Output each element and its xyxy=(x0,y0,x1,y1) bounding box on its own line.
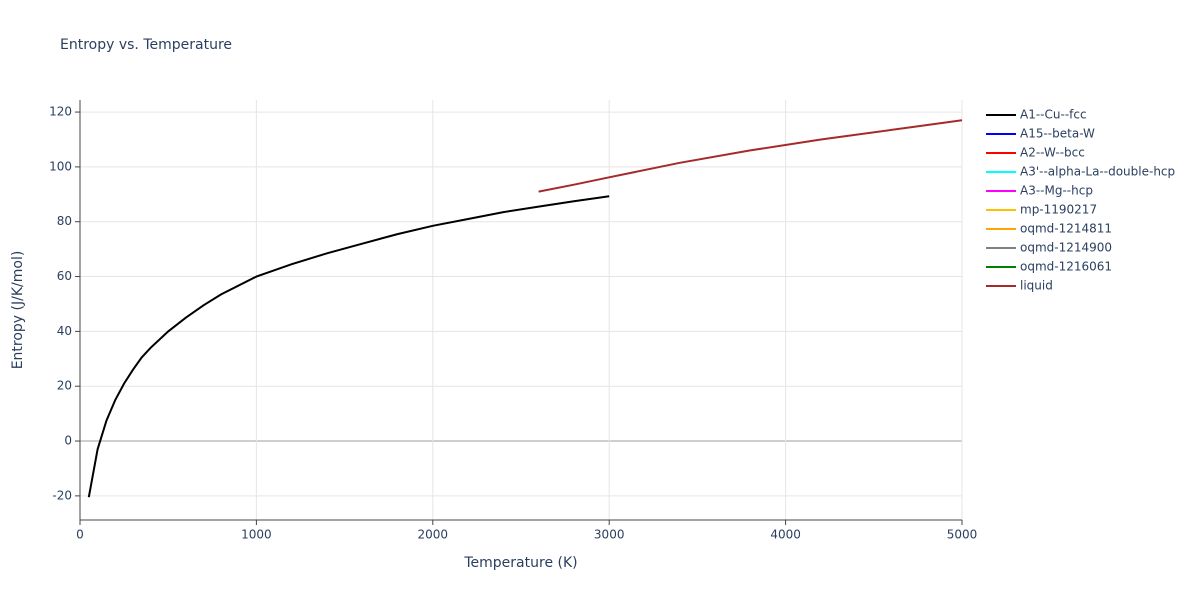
x-tick-label: 0 xyxy=(76,528,84,542)
series-line xyxy=(87,195,610,498)
y-tick-label: 0 xyxy=(64,434,72,448)
legend-label: oqmd-1216061 xyxy=(1020,260,1112,274)
series-line xyxy=(538,119,963,193)
legend-label: A2--W--bcc xyxy=(1020,146,1085,160)
legend-label: A1--Cu--fcc xyxy=(1020,108,1087,122)
y-tick-label: 120 xyxy=(49,105,72,119)
y-tick-label: -20 xyxy=(52,488,72,502)
x-axis-title: Temperature (K) xyxy=(463,555,577,571)
x-tick-label: 4000 xyxy=(770,528,801,542)
legend-label: oqmd-1214811 xyxy=(1020,222,1112,236)
legend-label: mp-1190217 xyxy=(1020,203,1097,217)
x-tick-label: 2000 xyxy=(418,528,449,542)
legend-label: liquid xyxy=(1020,279,1053,293)
chart-title: Entropy vs. Temperature xyxy=(60,37,232,53)
y-tick-label: 60 xyxy=(57,269,72,283)
y-tick-label: 100 xyxy=(49,159,72,173)
legend-label: A15--beta-W xyxy=(1020,127,1095,141)
y-tick-label: 40 xyxy=(57,324,72,338)
legend-label: A3'--alpha-La--double-hcp xyxy=(1020,165,1175,179)
x-tick-label: 1000 xyxy=(241,528,272,542)
y-tick-label: 20 xyxy=(57,379,72,393)
legend-label: oqmd-1214900 xyxy=(1020,241,1112,255)
x-tick-label: 3000 xyxy=(594,528,625,542)
y-axis-title: Entropy (J/K/mol) xyxy=(10,251,26,370)
y-tick-label: 80 xyxy=(57,214,72,228)
x-tick-label: 5000 xyxy=(947,528,978,542)
legend-label: A3--Mg--hcp xyxy=(1020,184,1093,198)
